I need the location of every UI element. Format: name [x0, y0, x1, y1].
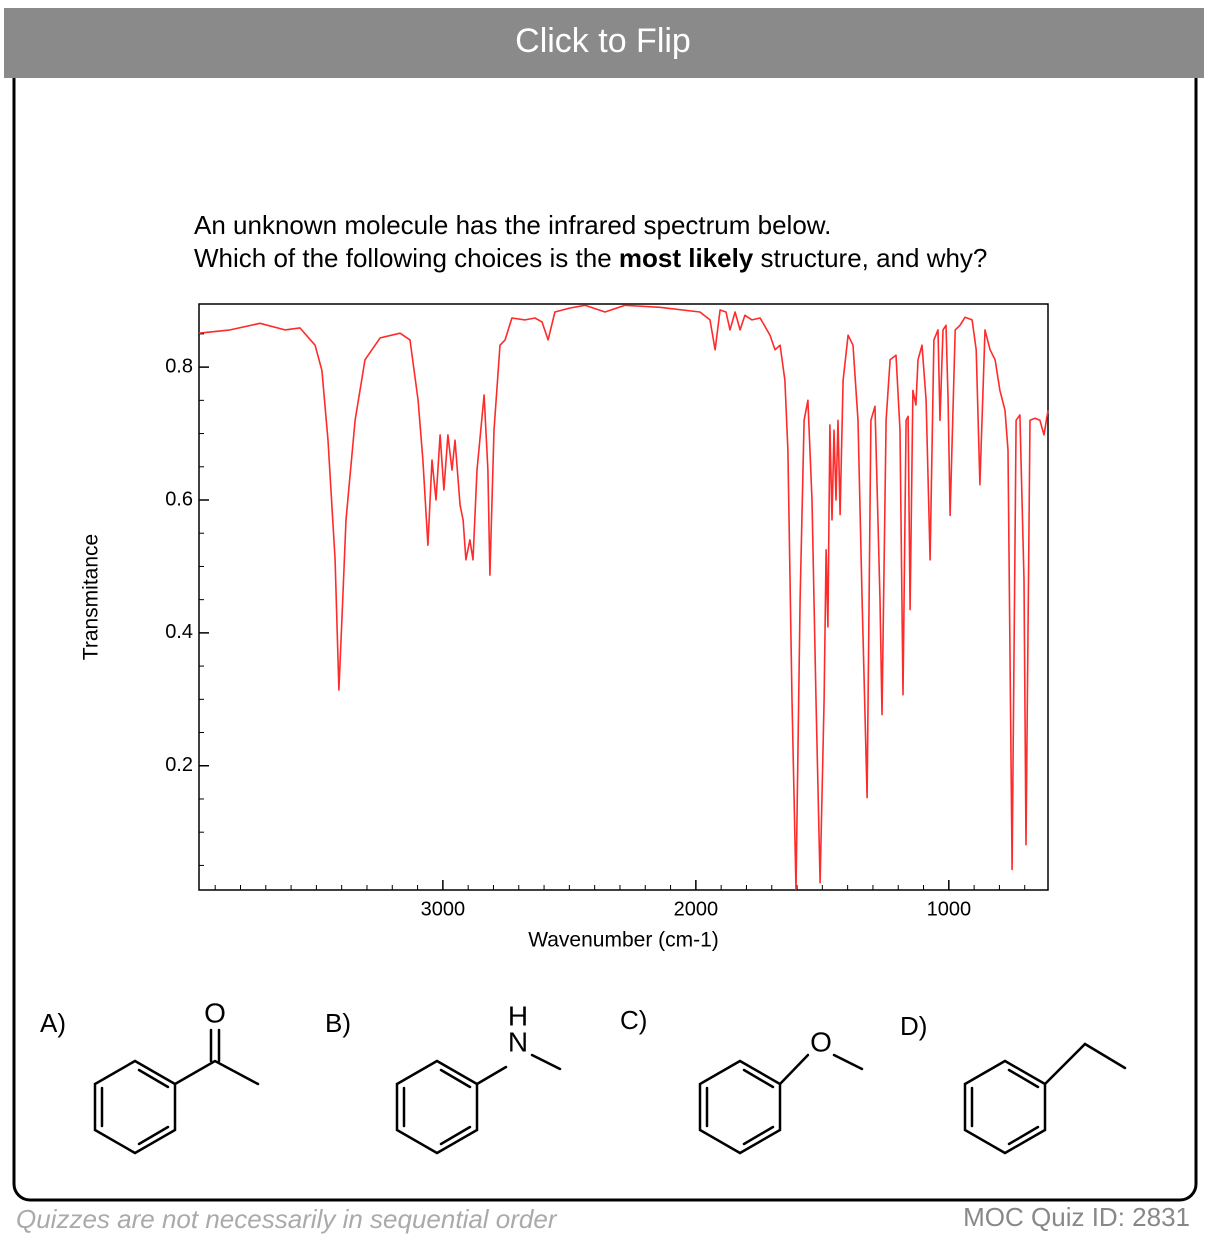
choice-label: C) [620, 1005, 647, 1035]
flip-button[interactable]: Click to Flip [515, 22, 691, 60]
question-line: Which of the following choices is the mo… [194, 243, 987, 273]
y-tick-label: 0.2 [165, 754, 193, 776]
atom-label: O [204, 997, 226, 1028]
spectrum-chart: 0.8 0.6 0.4 0.2 3000 2000 1000 Wavenumber (cm-1… [80, 303, 1049, 952]
atom-label: O [810, 1026, 832, 1057]
question-text: structure, and why? [753, 243, 987, 273]
y-tick-label: 0.4 [165, 621, 193, 643]
atom-label: N [508, 1026, 528, 1057]
y-axis-label: Transmitance [80, 534, 103, 660]
x-tick-label: 1000 [927, 898, 972, 920]
bonds [1043, 1042, 1127, 1086]
quiz-id: MOC Quiz ID: 2831 [963, 1202, 1190, 1232]
plot-frame [198, 303, 1049, 891]
bonds [778, 1053, 864, 1086]
question-emphasis: most likely [619, 243, 754, 273]
choice-label: B) [325, 1008, 351, 1038]
y-tick-label: 0.6 [165, 488, 193, 510]
flip-bar[interactable] [4, 8, 1204, 78]
x-tick-label: 2000 [674, 898, 719, 920]
question-line: An unknown molecule has the infrared spe… [194, 210, 831, 240]
spectrum-line [198, 304, 1049, 891]
bonds [173, 1028, 260, 1086]
bonds [475, 1053, 562, 1086]
card [12, 12, 1198, 1202]
y-tick-label: 0.8 [165, 355, 193, 377]
atom-label: H [508, 1000, 528, 1031]
question-text: Which of the following choices is the [194, 243, 619, 273]
choice-label: D) [900, 1011, 927, 1041]
x-axis-label: Wavenumber (cm-1) [528, 929, 719, 952]
x-tick-label: 3000 [421, 898, 466, 920]
choice-label: A) [40, 1008, 66, 1038]
footer-note: Quizzes are not necessarily in sequentia… [16, 1204, 558, 1234]
